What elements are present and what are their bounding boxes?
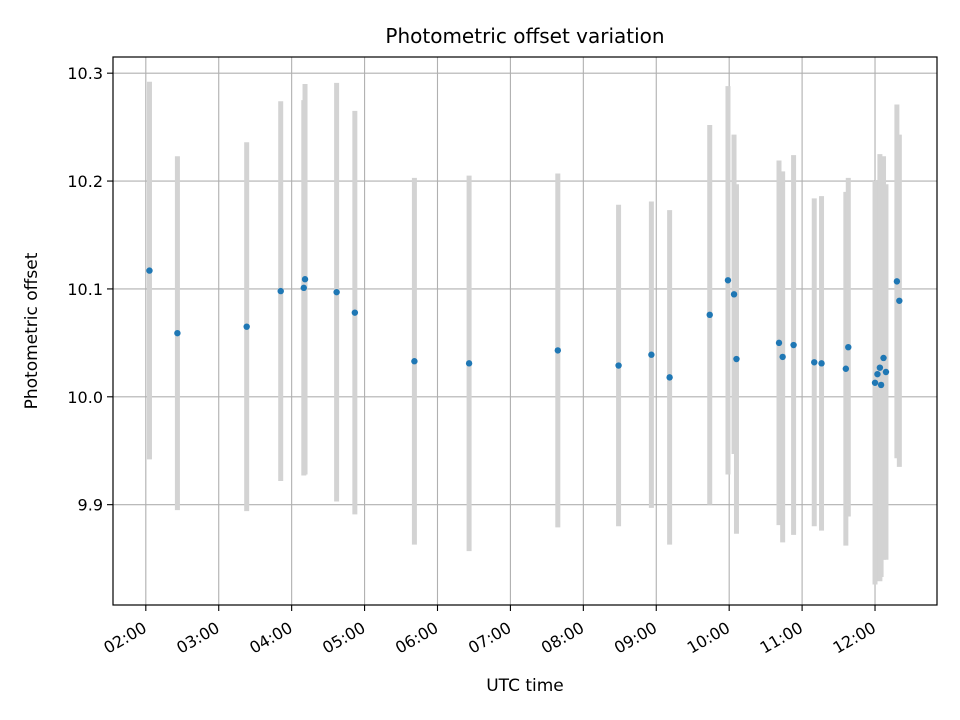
y-tick-label: 9.9 (78, 496, 103, 515)
y-tick-label: 10.0 (67, 388, 103, 407)
data-point (880, 354, 887, 362)
x-axis-title: UTC time (486, 676, 564, 696)
data-point (300, 284, 308, 292)
data-point (896, 297, 903, 304)
data-point (706, 311, 713, 319)
data-point (845, 343, 852, 351)
data-points (146, 267, 903, 389)
data-point (724, 277, 732, 284)
data-point (277, 287, 284, 295)
data-point (146, 267, 153, 274)
y-axis-ticks: 9.9 10.0 10.1 10.2 10.3 (67, 64, 113, 515)
data-point (893, 278, 901, 285)
data-point (876, 364, 884, 371)
data-point (818, 360, 825, 367)
data-point (666, 374, 673, 381)
data-point (615, 362, 622, 369)
data-point (351, 309, 359, 316)
data-point (465, 360, 473, 367)
data-point (877, 381, 885, 389)
y-axis-title: Photometric offset (22, 252, 42, 409)
data-point (730, 291, 738, 298)
chart-title: Photometric offset variation (385, 24, 664, 48)
y-tick-label: 10.1 (67, 280, 103, 299)
data-point (733, 355, 740, 363)
data-point (243, 323, 250, 330)
y-tick-label: 10.2 (67, 172, 103, 191)
data-point (779, 353, 786, 361)
data-point (775, 339, 783, 347)
plot-frame (112, 56, 938, 606)
data-point (874, 370, 881, 378)
data-point (648, 351, 655, 358)
data-point (882, 368, 890, 376)
data-point (790, 341, 797, 349)
data-point (411, 358, 418, 365)
data-point (842, 365, 850, 372)
data-point (554, 347, 562, 354)
y-tick-label: 10.3 (67, 64, 103, 83)
data-point (174, 329, 181, 337)
data-point (811, 359, 818, 366)
data-point (301, 276, 309, 283)
data-point (871, 379, 879, 386)
data-point (333, 288, 340, 296)
